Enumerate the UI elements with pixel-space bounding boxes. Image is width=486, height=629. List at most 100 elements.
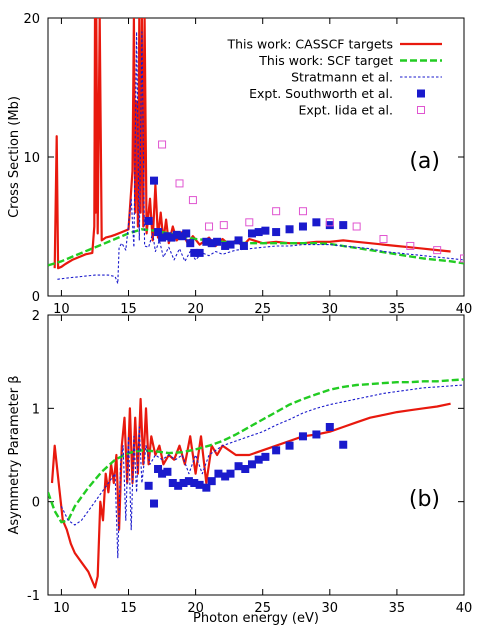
data-point-expt-southworth-et-al (150, 176, 159, 185)
x-tick-label: 15 (120, 302, 137, 317)
data-point-expt-iida-et-al (298, 207, 307, 216)
data-point-expt-southworth-et-al (272, 228, 281, 237)
legend-label: Stratmann et al. (291, 70, 393, 85)
data-point-expt-southworth-et-al (158, 233, 167, 242)
data-point-expt-southworth-et-al (285, 441, 294, 450)
x-tick-label: 40 (456, 601, 473, 616)
data-point-expt-southworth-et-al (261, 452, 270, 461)
panel-b-asymmetry: 10 15 20 25 30 35 40 -1 0 1 2 Asymmetry Parameter β… (7, 309, 472, 626)
data-point-expt-southworth-et-al (285, 225, 294, 234)
series-line-this-work-scf-target (48, 378, 464, 524)
y-tick-label: 1 (32, 402, 40, 417)
data-point-expt-southworth-et-al (190, 479, 199, 487)
panel-a-cross-section: 10 15 20 25 30 35 40 0 10 20 Cross Section (Mb) (a)… (7, 12, 472, 317)
data-point-expt-southworth-et-al (221, 472, 230, 481)
data-point-expt-southworth-et-al (312, 430, 321, 439)
y-tick-label: -1 (27, 589, 40, 604)
data-point-expt-southworth-et-al (325, 221, 334, 230)
data-point-expt-iida-et-al (325, 218, 334, 227)
data-point-expt-southworth-et-al (325, 423, 334, 431)
y-tick-label: 10 (23, 151, 40, 166)
data-point-expt-southworth-et-al (179, 479, 188, 487)
plot-area (48, 18, 464, 285)
data-point-expt-southworth-et-al (272, 446, 281, 455)
data-point-expt-southworth-et-al (226, 469, 235, 478)
y-tick-label: 0 (32, 496, 40, 511)
data-point-expt-southworth-et-al (190, 248, 199, 257)
data-point-expt-southworth-et-al (247, 460, 256, 469)
x-tick-label: 30 (322, 302, 339, 317)
data-point-expt-southworth-et-al (202, 237, 211, 246)
data-point-expt-southworth-et-al (144, 481, 153, 490)
x-tick-label: 20 (187, 302, 204, 317)
data-point-expt-iida-et-al (460, 254, 464, 263)
data-point-expt-iida-et-al (245, 218, 254, 227)
data-point-expt-southworth-et-al (182, 229, 191, 238)
data-point-expt-southworth-et-al (213, 237, 222, 246)
legend-label: This work: CASSCF targets (226, 37, 393, 52)
y-tick-label: 20 (23, 12, 40, 27)
data-point-expt-southworth-et-al (163, 232, 172, 241)
data-point-expt-southworth-et-al (168, 479, 177, 487)
x-axis-label: Photon energy (eV) (193, 611, 319, 626)
data-point-expt-southworth-et-al (195, 480, 204, 489)
data-point-expt-southworth-et-al (241, 465, 250, 473)
data-point-expt-southworth-et-al (174, 481, 183, 490)
y-tick-label: 0 (32, 290, 40, 305)
data-point-expt-southworth-et-al (234, 236, 243, 245)
plot-area (48, 378, 464, 589)
data-point-expt-southworth-et-al (144, 216, 153, 225)
data-point-expt-southworth-et-al (207, 239, 216, 248)
panel-tag: (a) (409, 149, 440, 174)
data-point-expt-southworth-et-al (261, 226, 270, 235)
data-point-expt-iida-et-al (219, 221, 228, 230)
data-point-expt-southworth-et-al (239, 241, 248, 250)
data-point-expt-southworth-et-al (154, 228, 163, 237)
series-line-this-work-scf-target (48, 228, 464, 267)
data-point-expt-iida-et-al (406, 241, 415, 250)
legend-label: Expt. Iida et al. (299, 103, 393, 118)
x-tick-label: 15 (120, 601, 137, 616)
data-point-expt-iida-et-al (272, 207, 281, 216)
data-point-expt-iida-et-al (158, 140, 167, 149)
x-tick-label: 20 (187, 601, 204, 616)
data-point-expt-iida-et-al (352, 222, 361, 231)
data-point-expt-southworth-et-al (207, 477, 216, 486)
y-axis-label: Asymmetry Parameter β (7, 375, 22, 534)
series-line-stratmann-et-al (60, 384, 464, 559)
x-tick-label: 35 (389, 601, 406, 616)
x-tick-label: 25 (254, 302, 271, 317)
x-tick-label: 35 (389, 302, 406, 317)
data-point-expt-southworth-et-al (150, 499, 159, 508)
y-axis-label: Cross Section (Mb) (7, 96, 22, 218)
legend-label: This work: SCF target (258, 53, 393, 68)
data-point-expt-southworth-et-al (298, 432, 307, 441)
data-point-expt-southworth-et-al (221, 241, 230, 250)
data-point-expt-southworth-et-al (226, 240, 235, 249)
data-point-expt-southworth-et-al (247, 229, 256, 238)
data-point-expt-southworth-et-al (154, 465, 163, 473)
data-point-expt-iida-et-al (433, 246, 442, 255)
x-tick-label: 30 (322, 601, 339, 616)
data-point-expt-southworth-et-al (312, 218, 321, 227)
series-line-this-work-casscf-targets (50, 397, 451, 589)
data-point-expt-iida-et-al (379, 235, 388, 244)
data-point-expt-iida-et-al (205, 222, 214, 231)
data-point-expt-southworth-et-al (234, 462, 243, 471)
x-tick-label: 10 (53, 302, 70, 317)
x-tick-label: 40 (456, 302, 473, 317)
legend-label: Expt. Southworth et al. (249, 86, 393, 101)
data-point-expt-southworth-et-al (195, 248, 204, 257)
data-point-expt-southworth-et-al (254, 455, 263, 464)
data-point-expt-southworth-et-al (158, 469, 167, 478)
plot-frame (47, 314, 465, 596)
legend-symbol (417, 89, 425, 98)
data-point-expt-southworth-et-al (167, 233, 176, 242)
data-point-expt-southworth-et-al (172, 230, 181, 239)
data-point-expt-southworth-et-al (339, 440, 348, 449)
data-point-expt-southworth-et-al (254, 228, 263, 237)
data-point-expt-southworth-et-al (178, 232, 187, 241)
legend-symbol (417, 106, 425, 114)
